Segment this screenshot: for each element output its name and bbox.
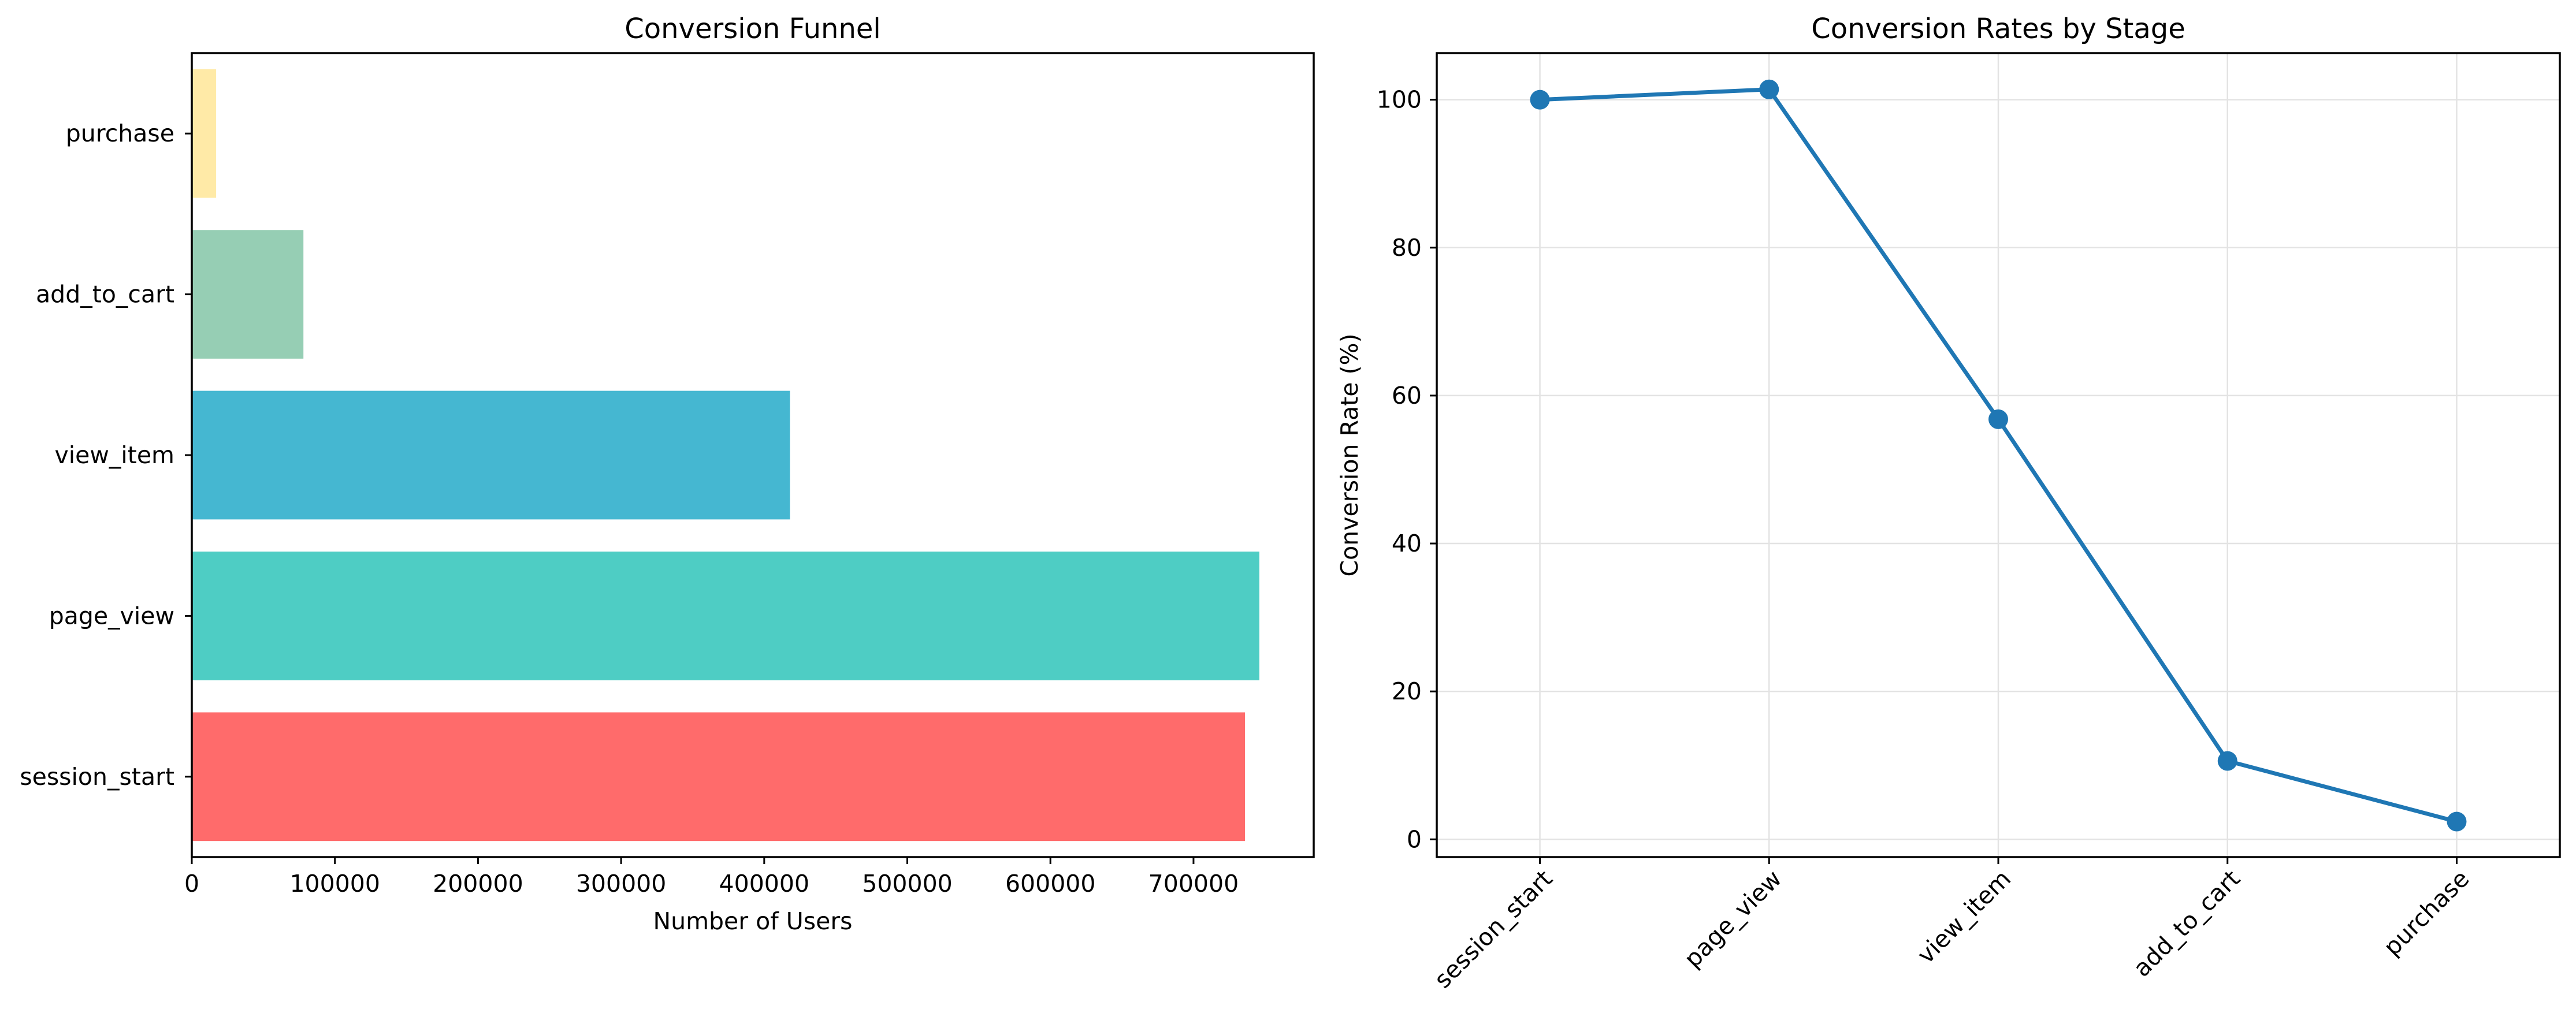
conversion-rate-point-session-start [1530, 90, 1550, 110]
funnel-x-tick-label: 600000 [1005, 870, 1096, 898]
funnel-chart-title: Conversion Funnel [625, 13, 880, 45]
conversion-rate-points [1530, 79, 2467, 832]
rates-y-tick-label: 60 [1392, 382, 1422, 409]
funnel-y-tick-label: purchase [66, 120, 174, 147]
conversion-rate-point-purchase [2447, 811, 2467, 832]
funnel-y-tick-label: page_view [49, 602, 174, 630]
funnel-x-tick-label: 400000 [719, 870, 810, 898]
funnel-bar-session-start [192, 712, 1246, 841]
funnel-x-ticks: 0 100000 200000 300000 400000 500000 600000 700… [184, 857, 1239, 898]
rates-y-tick-label: 0 [1407, 825, 1422, 853]
funnel-x-tick-label: 200000 [433, 870, 523, 898]
funnel-x-tick-label: 100000 [289, 870, 380, 898]
rates-y-tick-label: 20 [1392, 677, 1422, 705]
funnel-bar-page-view [192, 552, 1259, 680]
funnel-bar-add-to-cart [192, 230, 304, 359]
rates-y-axis-label: Conversion Rate (%) [1336, 334, 1363, 577]
funnel-y-tick-label: session_start [20, 763, 174, 791]
funnel-y-tick-label: add_to_cart [36, 281, 174, 308]
funnel-x-tick-label: 300000 [576, 870, 667, 898]
funnel-bar-view-item [192, 390, 790, 520]
rates-y-tick-label: 80 [1392, 234, 1422, 262]
rates-y-tick-label: 100 [1377, 86, 1422, 114]
funnel-chart-panel: Conversion Funnel session_start page_view… [20, 13, 1315, 935]
funnel-y-ticks: session_start page_view view_item add_to_ca… [20, 120, 192, 791]
funnel-y-tick-label: view_item [54, 441, 174, 469]
rates-plot-frame [1436, 52, 2561, 858]
funnel-bar-purchase [192, 69, 217, 198]
rates-y-tick-label: 40 [1392, 530, 1422, 557]
conversion-rate-point-page-view [1759, 79, 1779, 99]
funnel-plot-frame [191, 52, 1315, 858]
funnel-x-axis-label: Number of Users [653, 907, 852, 935]
funnel-x-tick-label: 700000 [1148, 870, 1239, 898]
rates-grid [1437, 53, 2560, 857]
conversion-rate-point-view-item [1988, 409, 2008, 429]
funnel-x-tick-label: 500000 [862, 870, 953, 898]
rates-chart-title: Conversion Rates by Stage [1811, 13, 2185, 45]
conversion-rate-point-add-to-cart [2217, 751, 2237, 771]
funnel-bars [192, 69, 1259, 841]
rates-y-ticks: 0 20 40 60 80 100 [1377, 86, 1437, 853]
funnel-x-tick-label: 0 [184, 870, 199, 898]
